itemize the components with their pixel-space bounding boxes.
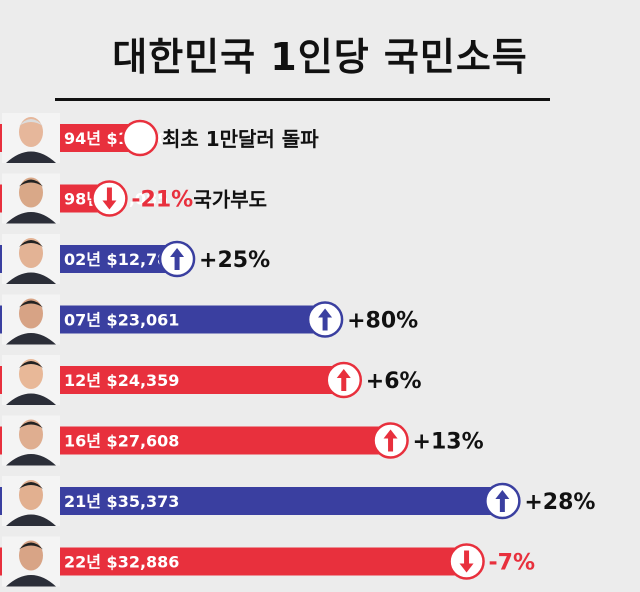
bar-label: 21년 $35,373 [64,492,179,511]
portrait-suit [6,393,56,405]
portrait-hair [19,542,43,550]
portrait-hair [19,179,43,187]
arrow-up-icon [336,369,351,391]
bar-row: 07년 $23,061 +80% [0,294,418,345]
change-percent: +13% [413,430,484,455]
change-percent: +6% [366,369,422,394]
portrait-face [19,117,43,147]
portrait-photo [2,173,60,224]
portrait-face [19,238,43,268]
arrow-up-icon [170,248,185,270]
portrait-photo [2,294,60,345]
bar-annotation: 국가부도 [193,188,267,212]
portrait-suit [6,575,56,587]
portrait-suit [6,454,56,466]
portrait-photo [2,234,60,284]
change-percent: -21% [131,188,193,213]
change-percent: +28% [524,490,595,515]
bar-annotation: 최초 1만달러 돌파 [162,127,319,151]
change-percent: +80% [347,309,418,334]
income-bar [0,487,501,515]
arrow-down-icon [459,550,474,573]
arrow-up-icon [383,429,398,452]
portrait-face [19,359,43,389]
trend-indicator [121,119,159,157]
portrait-hair [19,421,43,429]
portrait-suit [6,272,56,284]
portrait-face [19,177,43,208]
portrait-photo [2,415,60,466]
arrow-down-icon [102,187,117,210]
bar-label: 07년 $23,061 [64,311,179,330]
title-divider [55,98,550,101]
bar-row: 02년 $12,782 +25% [0,234,270,284]
portrait-hair [19,482,43,489]
portrait-photo [2,476,60,526]
bar-row: 22년 $32,886 -7% [0,536,535,587]
portrait-photo [2,536,60,587]
bar-row: 12년 $24,359 +6% [0,355,422,405]
portrait-suit [6,333,56,345]
portrait-suit [6,514,56,526]
portrait-face [19,540,43,571]
portrait-face [19,298,43,329]
bar-label: 22년 $32,886 [64,553,179,572]
income-bar [0,426,389,455]
portrait-hair [19,300,43,308]
portrait-hair [19,119,43,126]
arrow-up-icon [495,490,510,512]
change-percent: +25% [199,248,270,273]
income-bar [0,547,465,576]
bar-row: 16년 $27,608 +13% [0,415,484,466]
bar-row: 98년 $8,085-21% 국가부도 [0,173,267,224]
arrow-up-icon [318,308,333,331]
portrait-photo [2,113,60,163]
portrait-suit [6,212,56,224]
portrait-face [19,419,43,450]
portrait-photo [2,355,60,405]
bar-label: 16년 $27,608 [64,432,179,451]
bar-label: 12년 $24,359 [64,371,179,390]
bar-label: 02년 $12,782 [64,250,179,269]
bar-row: 21년 $35,373 +28% [0,476,595,526]
portrait-hair [19,361,43,368]
portrait-face [19,480,43,510]
change-percent: -7% [489,551,535,576]
portrait-suit [6,151,56,163]
chart-title: 대한민국 1인당 국민소득 [112,35,528,79]
portrait-hair [19,240,43,247]
